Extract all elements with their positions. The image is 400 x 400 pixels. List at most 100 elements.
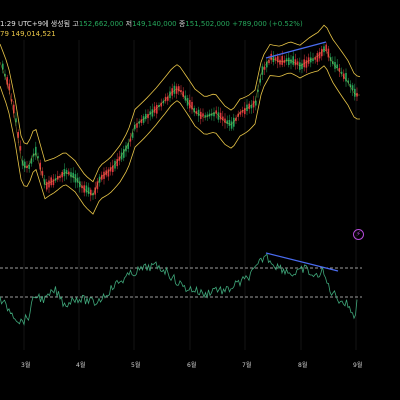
candle-body [26,165,28,169]
candle-body [351,85,354,91]
high-label: 고 [72,20,79,28]
candle-body [305,60,308,68]
candle-body [123,149,125,158]
candle-body [101,174,103,180]
candlesticks [2,42,358,202]
price-trendline [265,41,327,59]
low-label: 저 [125,20,133,28]
x-label-aug: 8월 [298,362,308,369]
candle-body [10,99,13,102]
candle-body [325,44,327,51]
candle-body [235,117,237,121]
candle-body [272,56,275,63]
candle-body [316,53,319,62]
candle-body [8,83,11,91]
x-label-sep: 9월 [353,362,363,369]
candle-body [116,159,118,167]
candle-body [120,152,123,160]
candle-body [175,86,178,94]
close-label: 종 [178,20,186,28]
candle-body [19,146,22,151]
candle-body [312,58,314,62]
candle-body [250,104,253,109]
candle-body [173,85,176,94]
candle-body [50,177,52,186]
candle-body [59,176,61,179]
candle-body [266,61,268,68]
candle-body [226,120,228,124]
candle-body [96,181,99,190]
candle-body [285,58,288,62]
candle-body [354,88,356,97]
candle-body [257,89,259,92]
candle-body [107,169,110,177]
candle-body [151,109,154,117]
candle-body [138,121,140,124]
candle-body [35,146,37,156]
candle-body [72,172,74,178]
candle-body [43,179,46,185]
candle-body [197,109,200,117]
rsi-trendline [265,252,339,272]
candle-body [114,160,116,169]
candle-body [13,104,15,114]
candle-body [279,59,281,65]
candle-body [182,91,184,97]
candle-body [39,162,41,170]
candle-body [248,103,250,110]
candle-body [255,100,257,106]
candle-body [343,73,345,79]
candle-body [288,57,290,65]
candle-body [230,121,233,129]
middle-band [0,48,360,196]
x-label-apr: 4월 [76,362,86,369]
candle-body [37,156,39,159]
candle-body [2,63,4,70]
chart-header: 1:29 UTC+9에 생성됨 고152,662,000 저149,140,00… [0,0,400,38]
candle-body [268,60,270,64]
candle-body [244,107,246,115]
lightning-icon[interactable]: ⚡ [353,229,364,240]
candle-body [15,118,17,123]
high-value: 152,662,000 [78,20,124,28]
x-label-may: 5월 [131,362,141,369]
candle-body [349,84,352,88]
candle-body [6,77,8,85]
candle-body [193,107,195,113]
candle-body [321,48,323,57]
candle-body [178,86,180,92]
candle-body [189,100,191,109]
ohlc-line: 1:29 UTC+9에 생성됨 고152,662,000 저149,140,00… [0,19,303,29]
ma-period: 79 [0,30,9,38]
candle-body [61,171,63,178]
candle-body [340,71,343,74]
candle-body [48,180,50,188]
candle-body [17,132,19,138]
candle-body [81,185,83,189]
candle-body [142,116,145,123]
candle-body [222,116,224,121]
candle-body [301,63,303,69]
x-label-mar: 3월 [21,362,31,369]
candle-body [169,91,171,99]
close-value: 151,502,000 [185,20,230,28]
candle-body [94,187,96,195]
candle-body [224,118,226,123]
candle-body [296,61,299,65]
candle-body [318,52,321,59]
candle-body [46,181,48,190]
candle-body [211,113,213,116]
candle-body [263,66,266,70]
ma-value: 149,014,521 [11,30,56,38]
rsi-line [0,253,358,326]
candle-body [327,48,330,58]
candle-body [246,104,248,112]
change-value: +789,000 (+0.52%) [232,20,303,28]
candle-body [191,101,193,110]
candle-body [149,111,151,115]
candle-body [184,95,187,101]
gridlines [23,40,357,350]
candle-body [4,73,6,77]
candle-body [92,193,94,196]
